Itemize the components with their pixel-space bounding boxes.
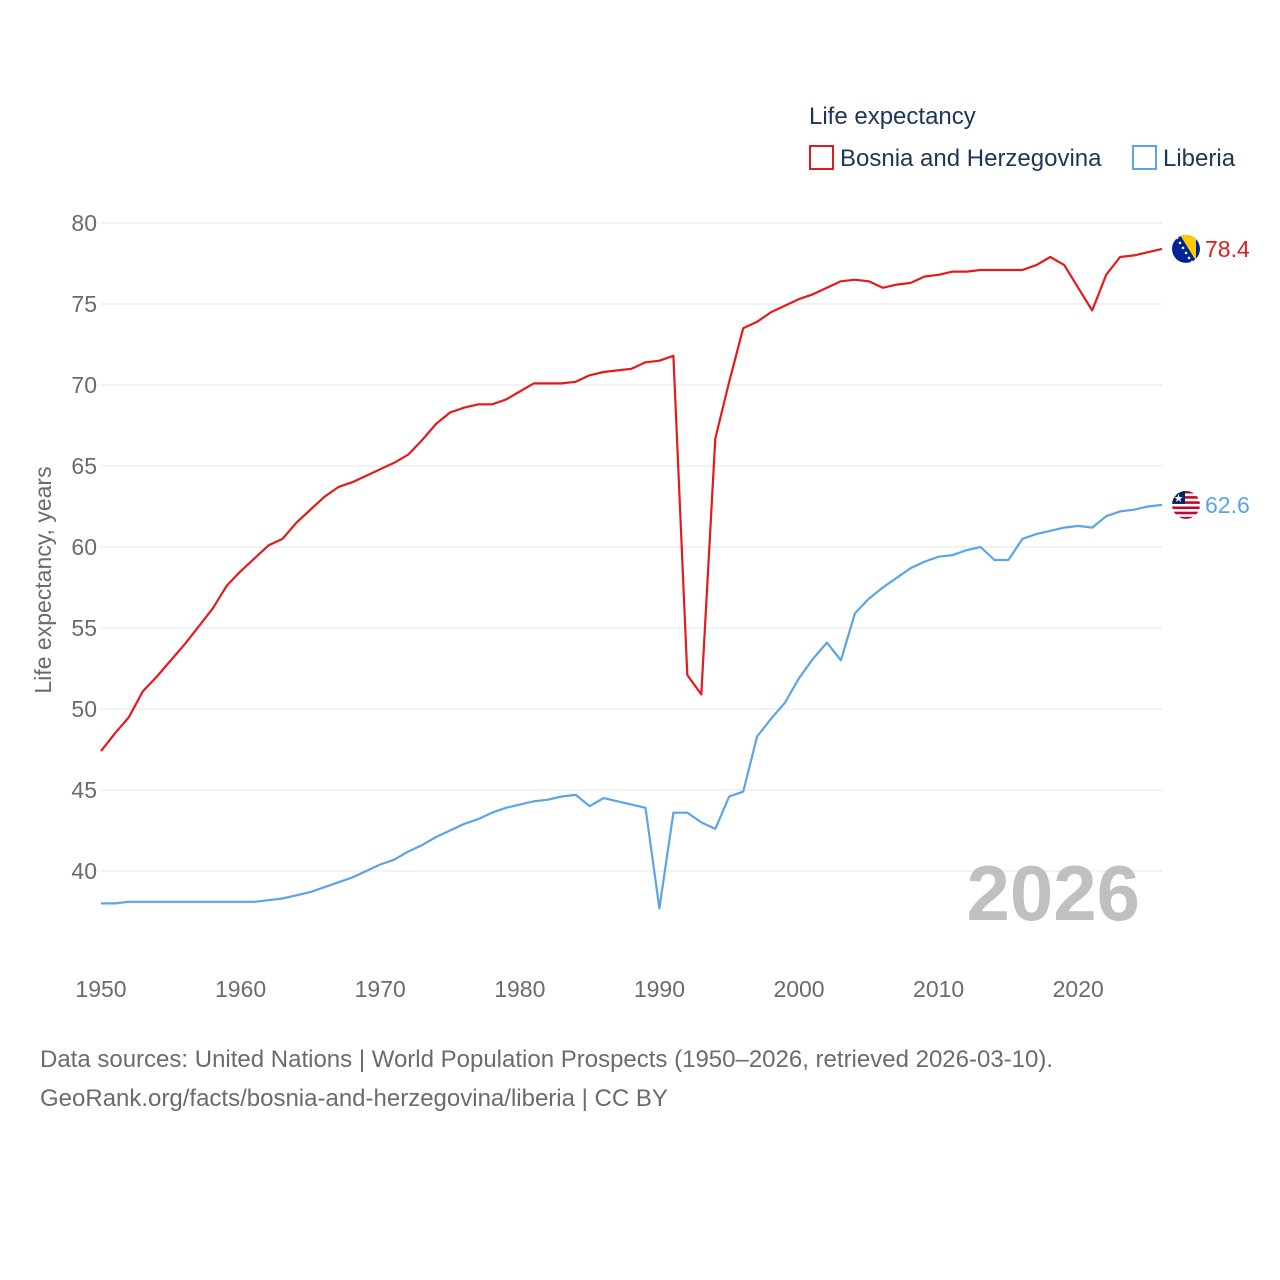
x-axis-ticks: 1950 1960 1970 1980 1990 2000 2010 2020 <box>75 976 1103 1002</box>
source-footer: Data sources: United Nations | World Pop… <box>40 1040 1260 1118</box>
y-axis-ticks: 40 45 50 55 60 65 70 75 80 <box>71 210 97 884</box>
y-tick-label: 60 <box>71 534 97 560</box>
end-value-label-bosnia: 78.4 <box>1205 236 1250 262</box>
legend-label-liberia[interactable]: Liberia <box>1163 145 1236 172</box>
x-tick-label: 2000 <box>773 976 824 1002</box>
gridlines <box>101 222 1162 872</box>
y-tick-label: 45 <box>71 777 97 803</box>
x-tick-label: 1970 <box>355 976 406 1002</box>
series-lines <box>100 247 1163 910</box>
data-source-line: Data sources: United Nations | World Pop… <box>40 1046 1054 1073</box>
series-line-liberia[interactable] <box>101 503 1163 910</box>
bosnia-flag-icon <box>1172 234 1200 263</box>
end-value-label-liberia: 62.6 <box>1205 492 1250 518</box>
svg-text:★: ★ <box>1174 492 1184 505</box>
y-tick-label: 75 <box>71 291 97 317</box>
y-axis-title: Life expectancy, years <box>30 466 56 693</box>
liberia-flag-icon: ★ <box>1172 490 1200 519</box>
series-line-bosnia[interactable] <box>100 247 1163 752</box>
y-tick-label: 70 <box>71 372 97 398</box>
x-tick-label: 2010 <box>913 976 964 1002</box>
y-tick-label: 55 <box>71 615 97 641</box>
legend-swatch-bosnia[interactable] <box>809 145 834 170</box>
legend-label-bosnia[interactable]: Bosnia and Herzegovina <box>840 145 1102 172</box>
x-tick-label: 1950 <box>75 976 126 1002</box>
x-tick-label: 1980 <box>494 976 545 1002</box>
legend-swatch-liberia[interactable] <box>1132 145 1157 170</box>
year-watermark: 2026 <box>966 849 1140 937</box>
y-tick-label: 65 <box>71 453 97 479</box>
x-tick-label: 1990 <box>634 976 685 1002</box>
life-expectancy-chart: Life expectancy Bosnia and Herzegovina L… <box>30 103 1250 1002</box>
x-tick-label: 2020 <box>1053 976 1104 1002</box>
y-tick-label: 40 <box>71 858 97 884</box>
x-tick-label: 1960 <box>215 976 266 1002</box>
legend-title: Life expectancy <box>809 103 976 130</box>
y-tick-label: 50 <box>71 696 97 722</box>
attribution-line[interactable]: GeoRank.org/facts/bosnia-and-herzegovina… <box>40 1085 668 1112</box>
legend: Life expectancy Bosnia and Herzegovina L… <box>809 103 1236 172</box>
y-tick-label: 80 <box>71 210 97 236</box>
